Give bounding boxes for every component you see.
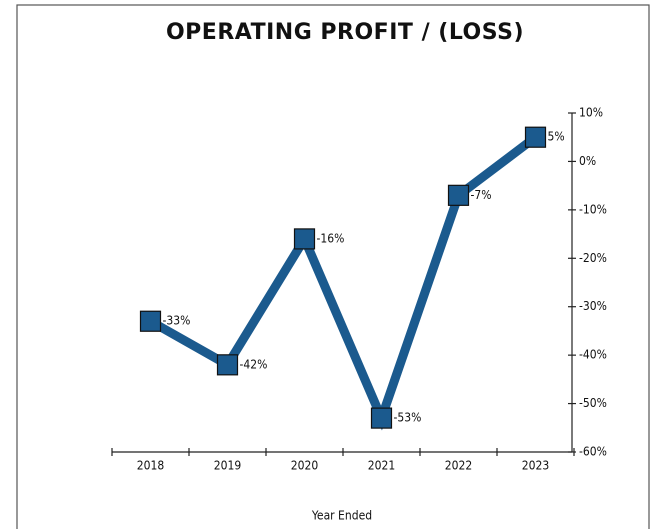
- marker: [139, 310, 162, 332]
- frame: [16, 4, 650, 529]
- y-tick-label: -30%: [579, 299, 607, 313]
- x-tick-label: 2023: [522, 459, 549, 473]
- y-tick-label: -40%: [579, 348, 607, 362]
- marker: [293, 228, 316, 250]
- x-axis-label: Year Ended: [311, 509, 372, 523]
- marker: [524, 126, 547, 148]
- marker: [447, 184, 470, 206]
- y-tick-label: 10%: [579, 106, 603, 120]
- x-tick-label: 2019: [214, 459, 242, 473]
- chart-title: OPERATING PROFIT / (LOSS): [166, 20, 524, 45]
- y-tick-label: -60%: [579, 445, 607, 459]
- x-tick-label: 2022: [445, 459, 472, 473]
- y-tick-label: -10%: [579, 202, 607, 216]
- y-tick-label: -50%: [579, 396, 607, 410]
- x-tick-label: 2020: [291, 459, 319, 473]
- x-tick-label: 2021: [368, 459, 395, 473]
- data-label: -53%: [394, 411, 422, 425]
- data-label: -16%: [317, 231, 345, 245]
- data-label: -7%: [471, 188, 492, 202]
- y-tick-label: -20%: [579, 251, 607, 265]
- data-label: -33%: [163, 314, 191, 328]
- data-label: -42%: [240, 357, 268, 371]
- marker: [370, 407, 393, 429]
- x-tick-label: 2018: [137, 459, 165, 473]
- marker: [216, 354, 239, 376]
- data-label: 5%: [548, 130, 565, 144]
- y-tick-label: 0%: [579, 154, 596, 168]
- line: [148, 133, 539, 431]
